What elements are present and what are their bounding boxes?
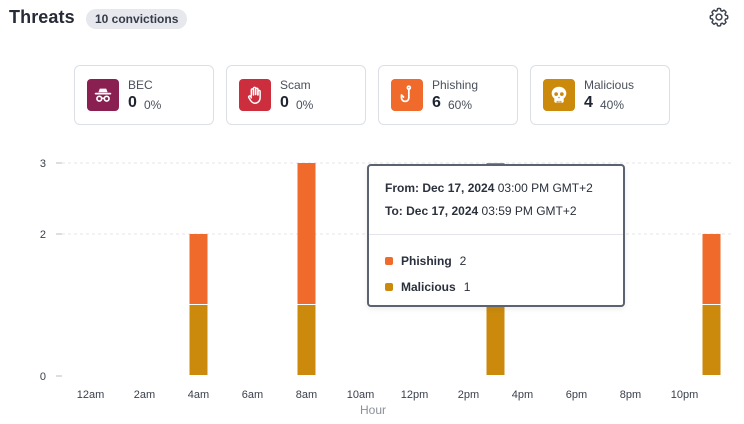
card-label: Phishing (432, 78, 479, 92)
tooltip-to-date: Dec 17, 2024 (406, 204, 479, 218)
y-tick-label: 3 (40, 158, 46, 170)
page-title: Threats (9, 7, 75, 27)
tooltip-item-name: Malicious (401, 280, 456, 294)
card-label: BEC (128, 78, 153, 92)
card-label: Malicious (584, 78, 635, 92)
x-tick-label: 2am (134, 389, 155, 401)
chart-tooltip: From: Dec 17, 2024 03:00 PM GMT+2 To: De… (367, 164, 625, 307)
stop-hand-icon (247, 86, 261, 104)
bar-malicious (189, 305, 208, 375)
tooltip-from-date: Dec 17, 2024 (422, 181, 495, 195)
card-count: 6 (432, 94, 441, 111)
x-tick-label: 10am (347, 389, 375, 401)
bar-malicious (297, 305, 316, 375)
card-count: 0 (128, 94, 137, 111)
card-scam[interactable]: Scam 0 0% (226, 65, 366, 125)
x-tick-label: 6pm (566, 389, 587, 401)
spy-icon (94, 88, 112, 102)
tooltip-to-label: To: (385, 204, 403, 218)
y-tick-label: 2 (40, 229, 46, 241)
card-percent: 40% (600, 98, 625, 112)
bar-phishing (189, 234, 208, 304)
x-tick-label: 8pm (620, 389, 641, 401)
settings-button[interactable] (708, 6, 730, 28)
phishing-swatch (385, 257, 393, 265)
fishhook-icon (400, 85, 412, 103)
tooltip-from: From: Dec 17, 2024 03:00 PM GMT+2 (385, 181, 593, 195)
x-tick-label: 12am (77, 389, 105, 401)
tooltip-item-value: 2 (459, 254, 467, 268)
tooltip-item-value: 1 (463, 280, 471, 294)
x-tick-label: 8am (296, 389, 317, 401)
tooltip-from-label: From: (385, 181, 419, 195)
x-tick-label: 6am (242, 389, 263, 401)
bar-malicious (702, 305, 721, 375)
skull-icon (551, 86, 567, 103)
bar-malicious (486, 305, 505, 375)
x-tick-label: 2pm (458, 389, 479, 401)
x-tick-label: 12pm (401, 389, 429, 401)
bec-icon-tile (87, 79, 119, 111)
bar-phishing (297, 163, 316, 304)
convictions-badge: 10 convictions (86, 9, 188, 29)
x-tick-label: 4am (188, 389, 209, 401)
malicious-icon-tile (543, 79, 575, 111)
tooltip-to: To: Dec 17, 2024 03:59 PM GMT+2 (385, 204, 577, 218)
tooltip-item-name: Phishing (401, 254, 452, 268)
card-label: Scam (280, 78, 311, 92)
tooltip-from-time: 03:00 PM GMT+2 (497, 181, 593, 195)
card-count: 0 (280, 94, 289, 111)
tooltip-divider (369, 234, 623, 235)
y-tick-label: 0 (40, 371, 46, 383)
tooltip-item-phishing: Phishing 2 (385, 254, 466, 268)
tooltip-item-malicious: Malicious 1 (385, 280, 470, 294)
x-axis-label: Hour (360, 403, 386, 417)
threats-header: Threats 10 convictions (9, 6, 730, 32)
card-percent: 0% (296, 98, 314, 112)
tooltip-to-time: 03:59 PM GMT+2 (481, 204, 577, 218)
x-tick-label: 10pm (671, 389, 699, 401)
card-phishing[interactable]: Phishing 6 60% (378, 65, 518, 125)
scam-icon-tile (239, 79, 271, 111)
card-percent: 0% (144, 98, 162, 112)
phishing-icon-tile (391, 79, 423, 111)
card-bec[interactable]: BEC 0 0% (74, 65, 214, 125)
malicious-swatch (385, 283, 393, 291)
x-tick-label: 4pm (512, 389, 533, 401)
card-percent: 60% (448, 98, 473, 112)
card-count: 4 (584, 94, 593, 111)
gear-icon (709, 7, 729, 27)
card-malicious[interactable]: Malicious 4 40% (530, 65, 670, 125)
bar-phishing (702, 234, 721, 304)
